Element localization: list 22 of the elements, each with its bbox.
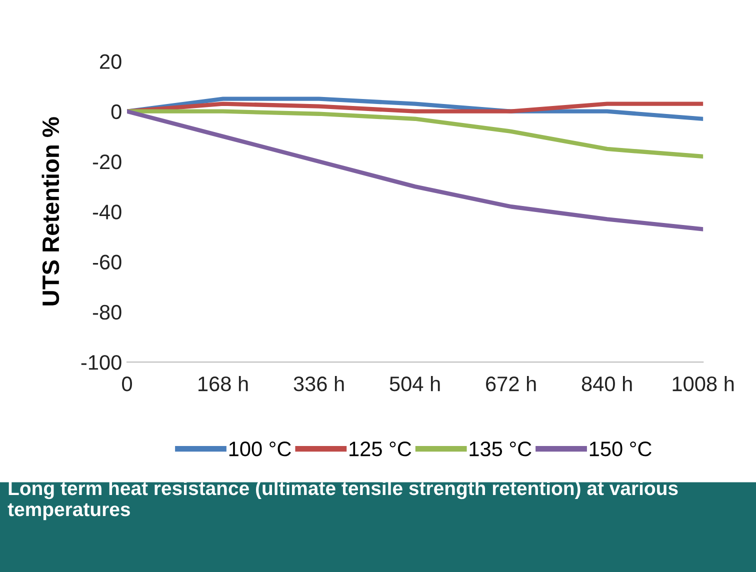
y-tick-label: -60 bbox=[92, 254, 122, 270]
x-tick-label: 840 h bbox=[582, 376, 632, 392]
x-tick-label: 336 h bbox=[294, 376, 344, 392]
y-tick-label: -100 bbox=[81, 355, 122, 370]
y-axis-title: UTS Retention % bbox=[42, 117, 60, 306]
x-tick-label: 0 bbox=[122, 376, 132, 392]
x-tick-label: 504 h bbox=[390, 376, 440, 392]
y-tick-label: 20 bbox=[100, 54, 122, 69]
y-tick-label: -80 bbox=[92, 304, 122, 320]
legend-label: 150 °C bbox=[590, 442, 652, 456]
y-tick-label: -20 bbox=[92, 154, 122, 170]
legend-label: 100 °C bbox=[229, 442, 291, 456]
text: Long term heat resistance (ultimate tensile strength retention) at various temperatures bbox=[8, 480, 678, 520]
legend-label: 125 °C bbox=[350, 442, 412, 456]
line-series bbox=[127, 109, 704, 159]
y-tick-label: 0 bbox=[111, 104, 122, 120]
x-tick-label: 168 h bbox=[198, 376, 248, 392]
line-series bbox=[127, 109, 704, 232]
x-tick-label: 672 h bbox=[486, 376, 536, 392]
x-tick-label: 1008 h bbox=[672, 376, 734, 392]
y-tick-label: -40 bbox=[92, 204, 122, 220]
legend-label: 135 °C bbox=[470, 442, 532, 456]
